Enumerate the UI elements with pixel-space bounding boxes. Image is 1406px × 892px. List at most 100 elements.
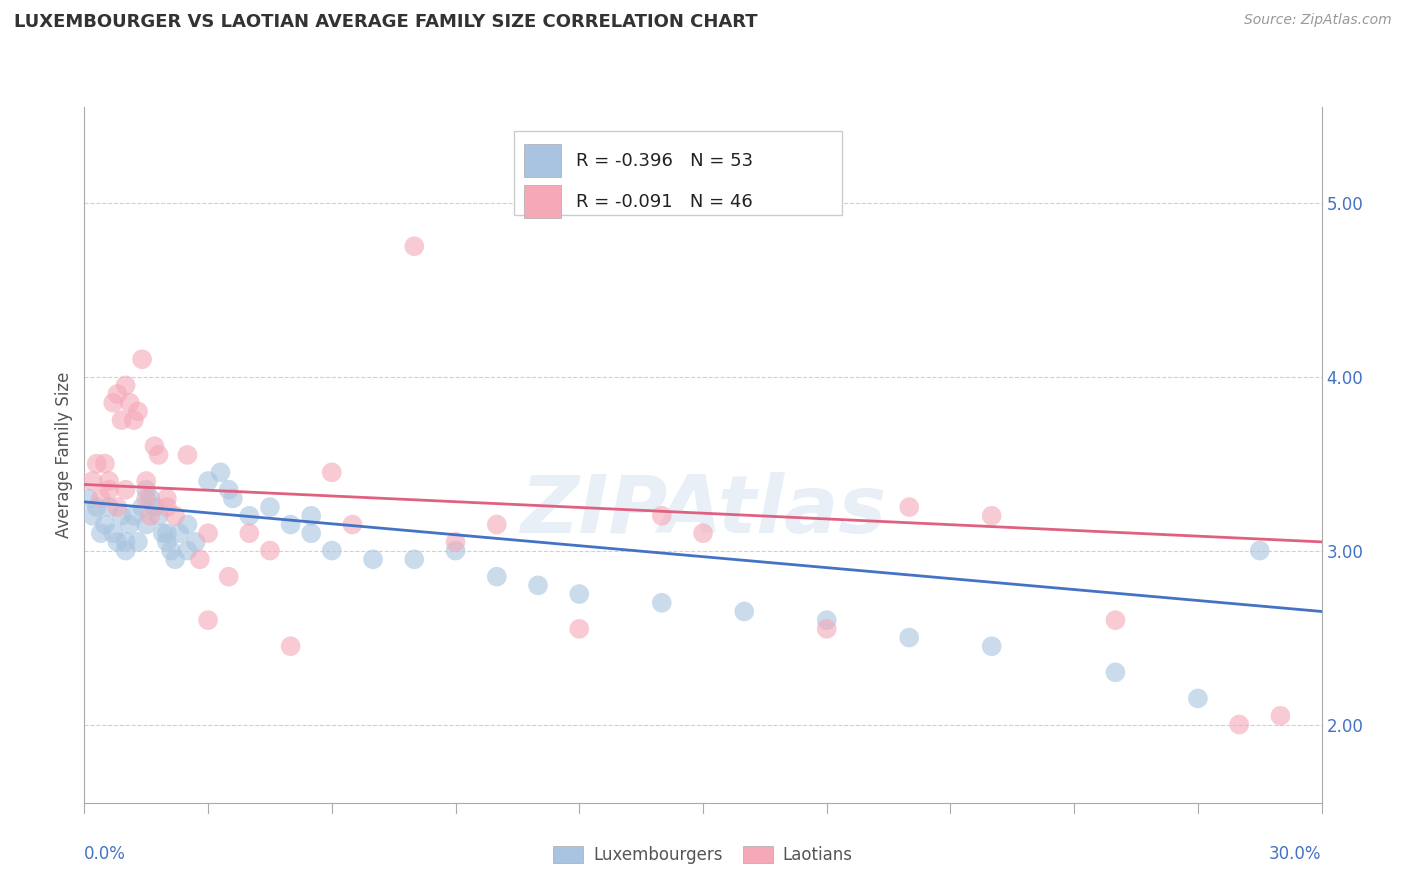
Point <box>238 526 260 541</box>
Point <box>568 622 591 636</box>
Point <box>404 239 426 253</box>
Point <box>94 457 117 471</box>
Point <box>197 526 219 541</box>
Point <box>165 552 187 566</box>
Point <box>444 543 467 558</box>
Point <box>114 378 136 392</box>
Point <box>259 543 281 558</box>
Point <box>898 500 921 515</box>
Point <box>444 535 467 549</box>
Point <box>980 508 1002 523</box>
Point <box>156 491 179 506</box>
Point <box>114 535 136 549</box>
Point <box>139 508 162 523</box>
Point <box>299 508 322 523</box>
Point <box>361 552 384 566</box>
Point <box>156 500 179 515</box>
Point <box>259 500 281 515</box>
Point <box>197 613 219 627</box>
Point <box>321 543 343 558</box>
Point <box>321 466 343 480</box>
Text: 0.0%: 0.0% <box>84 845 127 863</box>
Point <box>815 622 838 636</box>
Point <box>692 526 714 541</box>
Point <box>651 596 673 610</box>
Point <box>90 491 112 506</box>
Point <box>86 500 108 515</box>
Point <box>527 578 550 592</box>
Point <box>1249 543 1271 558</box>
Point <box>733 605 755 619</box>
Point <box>131 500 153 515</box>
Point <box>139 491 162 506</box>
Point <box>77 491 100 506</box>
Point <box>485 517 508 532</box>
Point <box>197 474 219 488</box>
Point <box>980 639 1002 653</box>
Point <box>176 543 198 558</box>
Point <box>815 613 838 627</box>
Point <box>127 535 149 549</box>
Point <box>184 535 207 549</box>
Point <box>148 448 170 462</box>
Point <box>156 526 179 541</box>
Point <box>218 483 240 497</box>
Point <box>188 552 211 566</box>
Point <box>485 570 508 584</box>
Text: ZIPAtlas: ZIPAtlas <box>520 472 886 549</box>
Point <box>82 508 104 523</box>
Point <box>90 526 112 541</box>
Point <box>167 526 190 541</box>
Point <box>122 413 145 427</box>
Point <box>122 508 145 523</box>
Point <box>651 508 673 523</box>
Point <box>176 448 198 462</box>
Point <box>114 483 136 497</box>
Point <box>118 517 141 532</box>
FancyBboxPatch shape <box>513 131 842 215</box>
Point <box>209 466 232 480</box>
Point <box>176 517 198 532</box>
Point <box>135 474 157 488</box>
Point <box>135 483 157 497</box>
Point <box>1104 665 1126 680</box>
Point <box>86 457 108 471</box>
Text: LUXEMBOURGER VS LAOTIAN AVERAGE FAMILY SIZE CORRELATION CHART: LUXEMBOURGER VS LAOTIAN AVERAGE FAMILY S… <box>14 13 758 31</box>
Text: 30.0%: 30.0% <box>1270 845 1322 863</box>
Text: R = -0.091   N = 46: R = -0.091 N = 46 <box>575 193 752 211</box>
Point <box>898 631 921 645</box>
Point <box>114 543 136 558</box>
Point <box>135 517 157 532</box>
Point <box>152 526 174 541</box>
Y-axis label: Average Family Size: Average Family Size <box>55 372 73 538</box>
Point <box>299 526 322 541</box>
Point <box>280 639 302 653</box>
Point <box>110 508 132 523</box>
Point <box>105 500 128 515</box>
Point <box>148 508 170 523</box>
Point <box>568 587 591 601</box>
Point <box>82 474 104 488</box>
Point <box>127 404 149 418</box>
Point <box>342 517 364 532</box>
Legend: Luxembourgers, Laotians: Luxembourgers, Laotians <box>547 839 859 871</box>
Point <box>110 413 132 427</box>
Text: R = -0.396   N = 53: R = -0.396 N = 53 <box>575 152 752 169</box>
Point <box>98 483 121 497</box>
Point <box>143 439 166 453</box>
Point <box>404 552 426 566</box>
FancyBboxPatch shape <box>523 144 561 178</box>
Point <box>105 387 128 401</box>
Point <box>118 396 141 410</box>
Point <box>131 352 153 367</box>
FancyBboxPatch shape <box>523 185 561 219</box>
Point <box>280 517 302 532</box>
Point <box>1227 717 1250 731</box>
Point <box>160 543 183 558</box>
Point <box>135 491 157 506</box>
Point <box>156 535 179 549</box>
Point <box>1104 613 1126 627</box>
Point <box>238 508 260 523</box>
Point <box>105 535 128 549</box>
Point <box>98 474 121 488</box>
